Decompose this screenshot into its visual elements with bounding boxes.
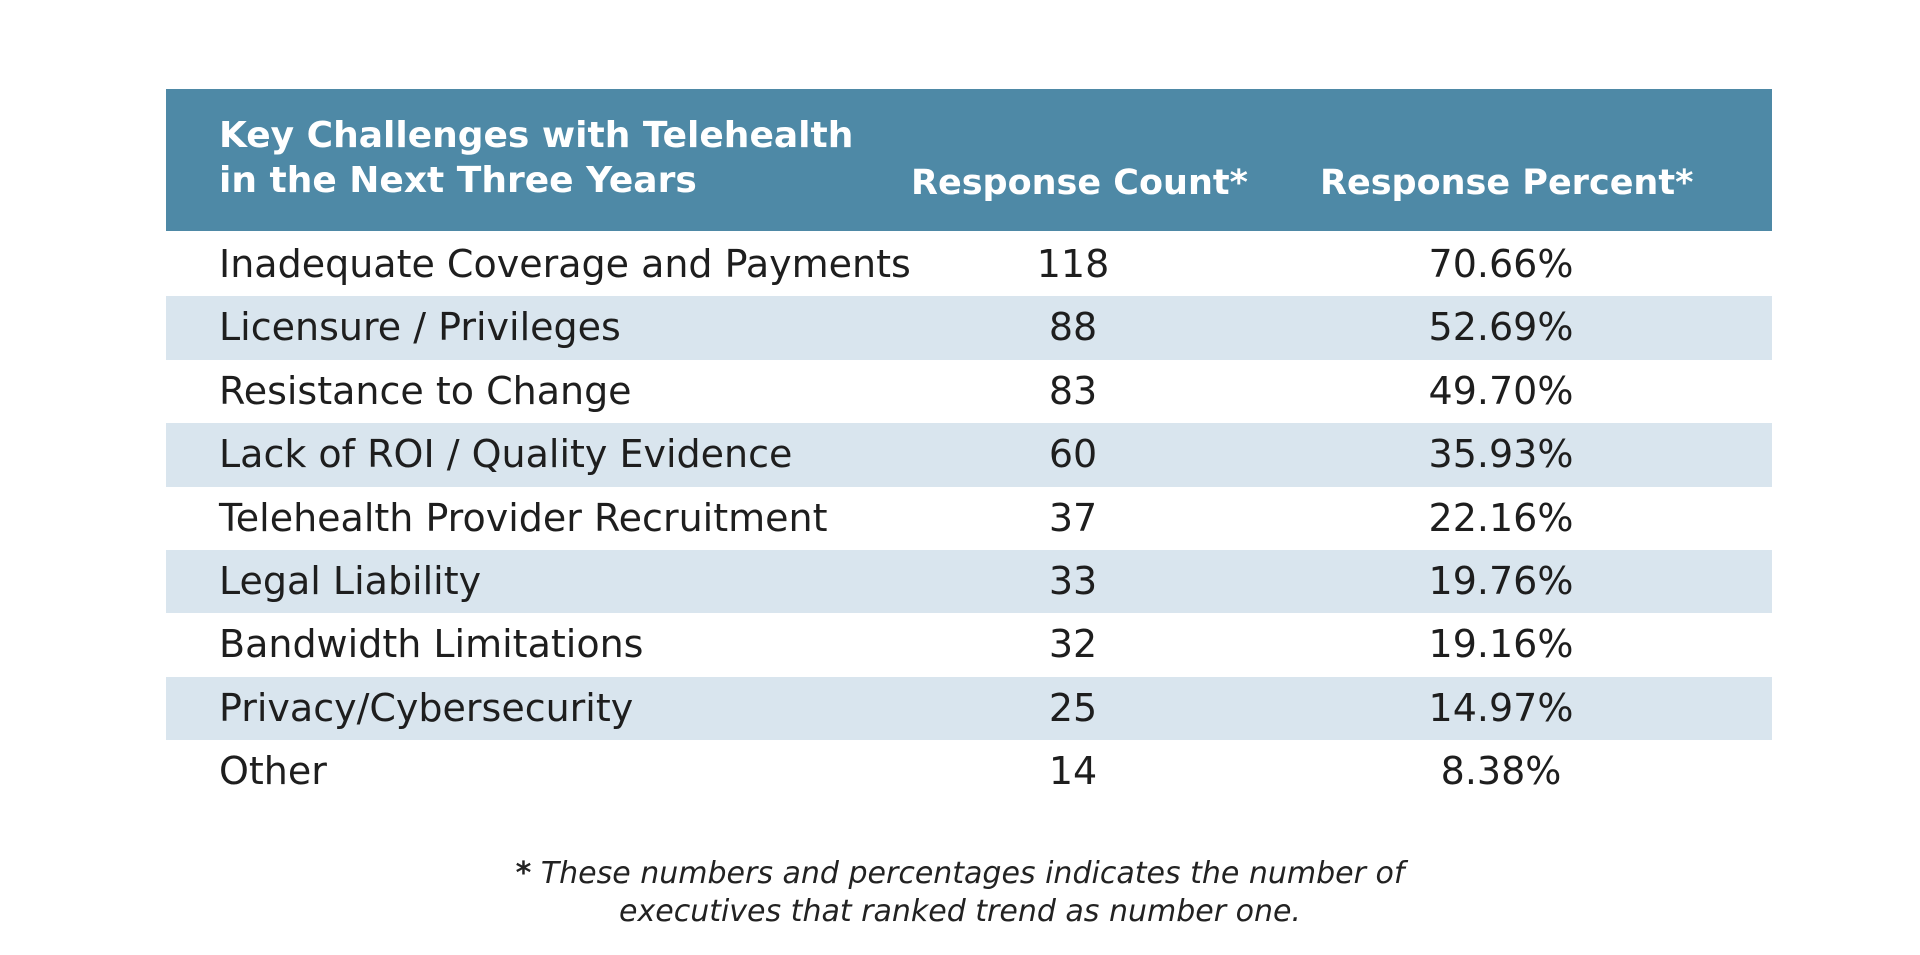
header-response-percent: Response Percent* xyxy=(1320,163,1694,203)
row-response-count: 14 xyxy=(1048,749,1098,794)
row-response-percent: 49.70% xyxy=(1428,368,1574,413)
row-response-count: 88 xyxy=(1048,305,1098,350)
row-challenge-label: Legal Liability xyxy=(219,558,482,603)
table-row: Inadequate Coverage and Payments 118 70.66… xyxy=(166,233,1772,296)
row-response-count: 37 xyxy=(1048,495,1098,540)
header-title-line-1: Key Challenges with Telehealth xyxy=(219,115,854,156)
row-response-count: 25 xyxy=(1048,685,1098,730)
table-row: Other 14 8.38% xyxy=(166,740,1772,803)
challenges-table: Key Challenges with Telehealth in the Ne… xyxy=(166,89,1772,804)
table-row: Privacy/Cybersecurity 25 14.97% xyxy=(166,676,1772,741)
row-challenge-label: Licensure / Privileges xyxy=(219,305,621,350)
row-response-count: 33 xyxy=(1048,558,1098,603)
header-challenge-column: Key Challenges with Telehealth in the Ne… xyxy=(219,113,853,203)
row-response-count: 60 xyxy=(1048,432,1098,477)
footnote-asterisk: * xyxy=(515,856,532,891)
row-challenge-label: Lack of ROI / Quality Evidence xyxy=(219,432,793,477)
row-challenge-label: Telehealth Provider Recruitment xyxy=(219,495,828,540)
row-response-percent: 22.16% xyxy=(1428,495,1574,540)
row-response-count: 32 xyxy=(1048,622,1098,667)
table-body: Inadequate Coverage and Payments 118 70.66… xyxy=(166,233,1772,804)
header-response-count: Response Count* xyxy=(911,163,1248,203)
table-row: Resistance to Change 83 49.70% xyxy=(166,360,1772,423)
row-response-percent: 35.93% xyxy=(1428,432,1574,477)
table-row: Legal Liability 33 19.76% xyxy=(166,549,1772,614)
table-header: Key Challenges with Telehealth in the Ne… xyxy=(166,89,1772,231)
footnote: * These numbers and percentages indicate… xyxy=(0,855,1920,931)
row-response-count: 83 xyxy=(1048,368,1098,413)
row-challenge-label: Bandwidth Limitations xyxy=(219,622,644,667)
row-response-percent: 70.66% xyxy=(1428,242,1574,286)
table-row: Licensure / Privileges 88 52.69% xyxy=(166,296,1772,360)
table-row: Lack of ROI / Quality Evidence 60 35.93% xyxy=(166,423,1772,487)
row-response-percent: 14.97% xyxy=(1428,685,1574,730)
row-challenge-label: Inadequate Coverage and Payments xyxy=(219,242,911,286)
row-challenge-label: Privacy/Cybersecurity xyxy=(219,685,634,730)
row-response-count: 118 xyxy=(1036,242,1110,286)
row-challenge-label: Other xyxy=(219,749,327,794)
header-title-line-2: in the Next Three Years xyxy=(219,160,697,201)
row-response-percent: 19.16% xyxy=(1428,622,1574,667)
row-response-percent: 8.38% xyxy=(1440,749,1562,794)
row-response-percent: 52.69% xyxy=(1428,305,1574,350)
footnote-text-1: These numbers and percentages indicates … xyxy=(540,856,1405,891)
footnote-line-2: executives that ranked trend as number o… xyxy=(619,894,1301,929)
row-challenge-label: Resistance to Change xyxy=(219,368,632,413)
table-row: Telehealth Provider Recruitment 37 22.16% xyxy=(166,487,1772,550)
footnote-line-1: * These numbers and percentages indicate… xyxy=(0,855,1920,893)
table-row: Bandwidth Limitations 32 19.16% xyxy=(166,613,1772,676)
row-response-percent: 19.76% xyxy=(1428,558,1574,603)
